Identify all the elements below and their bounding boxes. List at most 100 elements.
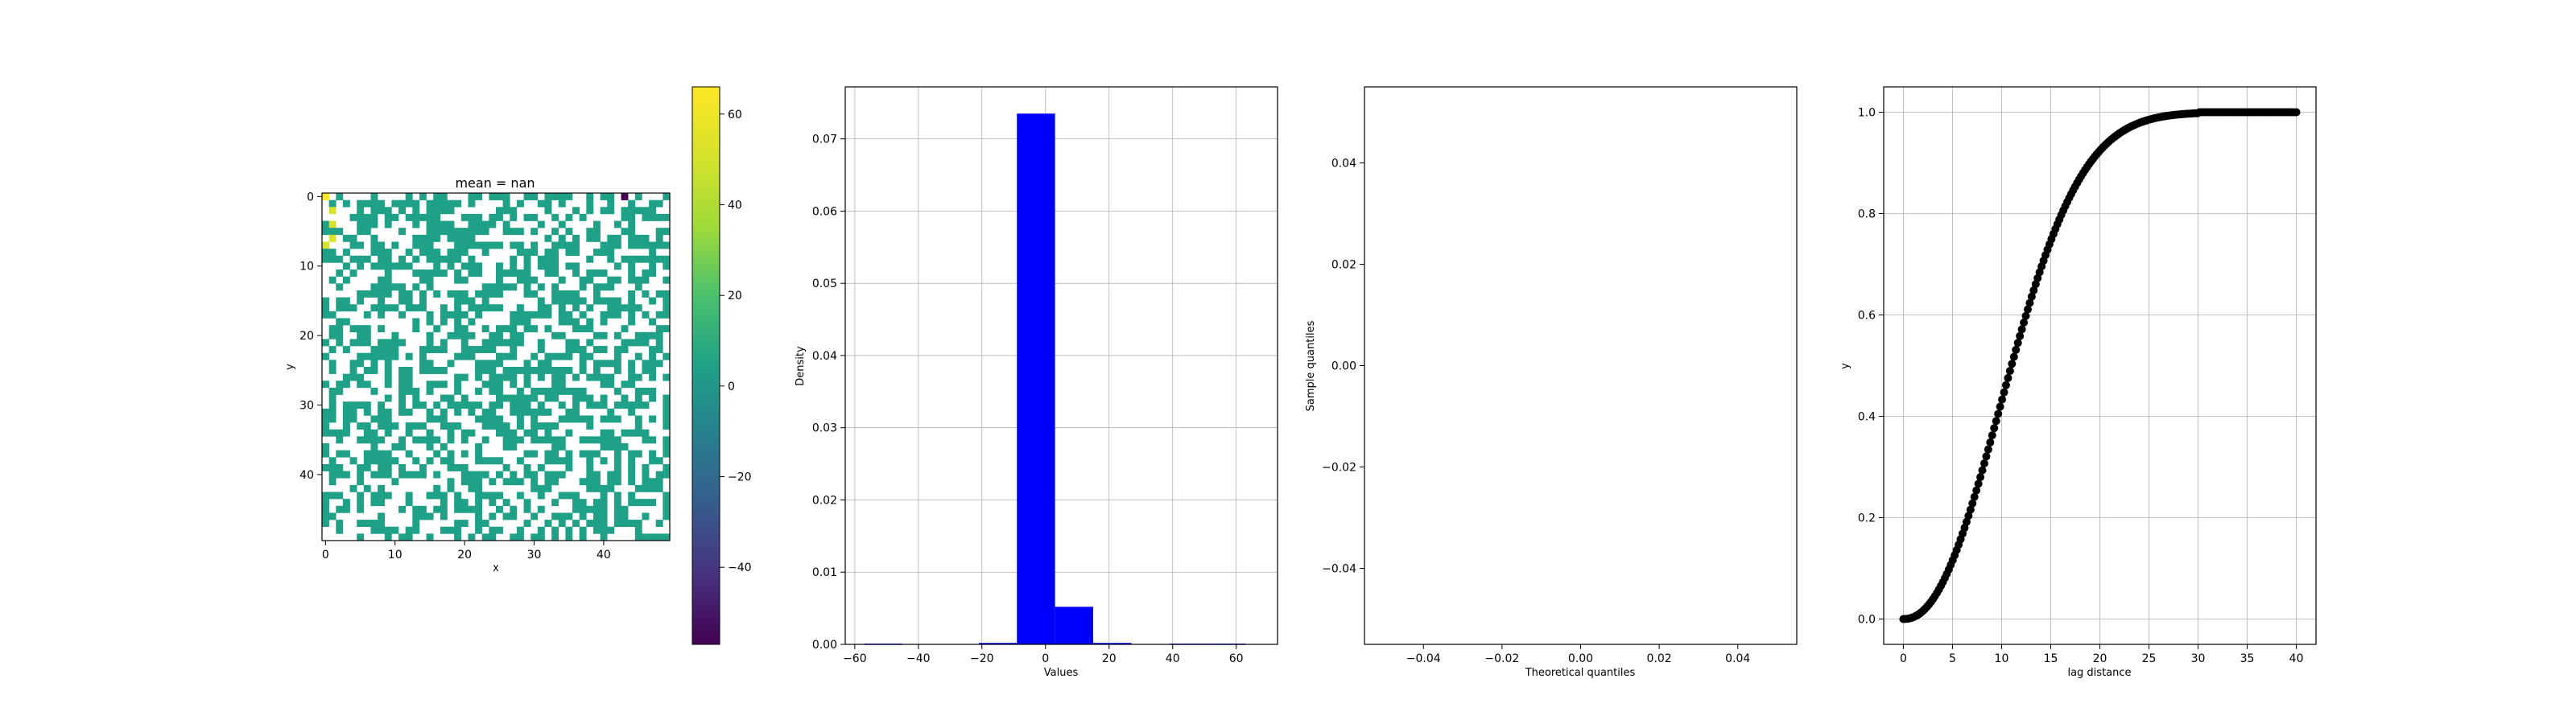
heatmap-cell <box>391 213 399 221</box>
heatmap-cell <box>378 499 386 507</box>
heatmap-cell <box>592 234 601 242</box>
curve-point <box>2009 352 2018 361</box>
heatmap-cell <box>384 283 392 291</box>
heatmap-cell <box>357 339 365 347</box>
colorbar-tick-label: 20 <box>728 290 742 302</box>
curve-x-tick-label: 20 <box>2093 652 2107 665</box>
heatmap-cell <box>384 249 392 257</box>
heatmap-cell <box>544 311 552 319</box>
heatmap-cell <box>481 249 489 257</box>
heatmap-cell <box>649 478 657 486</box>
heatmap-cell <box>655 325 663 333</box>
heatmap-cell <box>544 262 552 270</box>
heatmap-cell <box>565 262 573 270</box>
heatmap-cell <box>412 220 420 228</box>
curve-point <box>2031 280 2040 289</box>
heatmap-cell <box>558 520 566 528</box>
heatmap-cell <box>378 526 386 534</box>
heatmap-cell <box>628 311 636 319</box>
heatmap-cell <box>496 429 503 437</box>
heatmap-cell <box>336 297 344 305</box>
heatmap-cell <box>468 228 476 236</box>
heatmap-cell <box>405 193 413 200</box>
heatmap-cell <box>398 200 406 208</box>
heatmap-cell <box>634 339 642 347</box>
heatmap-cell <box>516 269 524 277</box>
heatmap-cell <box>502 478 510 486</box>
heatmap-cell <box>481 220 489 228</box>
heatmap-cell <box>378 207 386 215</box>
heatmap-cell <box>328 401 336 409</box>
curve-point <box>1988 431 1996 440</box>
heatmap-cell <box>378 297 386 305</box>
heatmap-cell <box>628 492 636 500</box>
curve-point <box>2000 388 2008 397</box>
heatmap-cell <box>357 533 365 541</box>
heatmap-cell <box>613 241 621 249</box>
heatmap-cell <box>558 290 566 298</box>
heatmap-cell <box>440 269 448 277</box>
heatmap-cell <box>405 429 413 437</box>
heatmap-cell <box>663 373 671 381</box>
heatmap-cell <box>628 255 636 263</box>
heatmap-cell <box>579 533 587 541</box>
heatmap-cell <box>523 429 531 437</box>
heatmap-cell <box>328 311 336 319</box>
heatmap-cell <box>634 450 642 458</box>
curve-y-tick-label: 1.0 <box>1858 107 1876 120</box>
heatmap-cell <box>363 200 371 208</box>
heatmap-x-label: x <box>493 562 499 574</box>
heatmap-cell <box>440 492 448 500</box>
heatmap-cell <box>586 401 594 409</box>
heatmap-cell <box>523 213 531 221</box>
heatmap-cell <box>572 505 580 513</box>
histogram-frame <box>844 86 1278 645</box>
heatmap-cell <box>642 471 650 479</box>
heatmap-cell <box>336 463 344 471</box>
heatmap-cell <box>328 325 336 333</box>
heatmap-cell <box>460 505 469 513</box>
heatmap-cell <box>649 207 657 215</box>
heatmap-x-tick-label: 40 <box>597 549 611 562</box>
heatmap-cell <box>405 297 413 305</box>
heatmap-cell <box>586 415 594 423</box>
heatmap-cell <box>378 200 386 208</box>
heatmap-cell <box>551 249 559 257</box>
heatmap-cell <box>405 249 413 257</box>
heatmap-cell <box>384 269 392 277</box>
heatmap-cell <box>510 255 518 263</box>
heatmap-cell <box>391 422 399 430</box>
heatmap-cell <box>592 297 601 305</box>
heatmap-cell <box>342 200 350 208</box>
heatmap-cell <box>558 381 566 389</box>
heatmap-cell <box>322 297 329 305</box>
heatmap-cell <box>600 499 608 507</box>
heatmap-cell <box>328 492 336 500</box>
heatmap-cell <box>433 367 441 374</box>
heatmap-cell <box>496 193 503 200</box>
heatmap-cell <box>572 408 580 416</box>
heatmap-cell <box>405 408 413 416</box>
heatmap-cell <box>426 207 434 215</box>
heatmap-cell <box>412 269 420 277</box>
heatmap-cell <box>600 436 608 444</box>
heatmap-cell <box>621 346 629 354</box>
heatmap-cell <box>642 339 650 347</box>
heatmap-cell <box>496 387 503 395</box>
heatmap-cell <box>558 443 566 450</box>
heatmap-cell <box>496 526 503 534</box>
heatmap-cell <box>391 262 399 270</box>
heatmap-cell <box>454 352 462 360</box>
heatmap-cell <box>634 352 642 360</box>
heatmap-cell <box>642 331 650 339</box>
heatmap-cell <box>565 213 573 221</box>
heatmap-cell <box>510 283 518 291</box>
heatmap-cell <box>558 512 566 520</box>
heatmap-cell <box>496 304 503 312</box>
heatmap-cell <box>454 401 462 409</box>
heatmap-cell <box>496 457 503 465</box>
heatmap-cell <box>634 241 642 249</box>
heatmap-cell <box>607 304 615 312</box>
heatmap-cell <box>336 381 344 389</box>
heatmap-cell <box>613 457 621 465</box>
